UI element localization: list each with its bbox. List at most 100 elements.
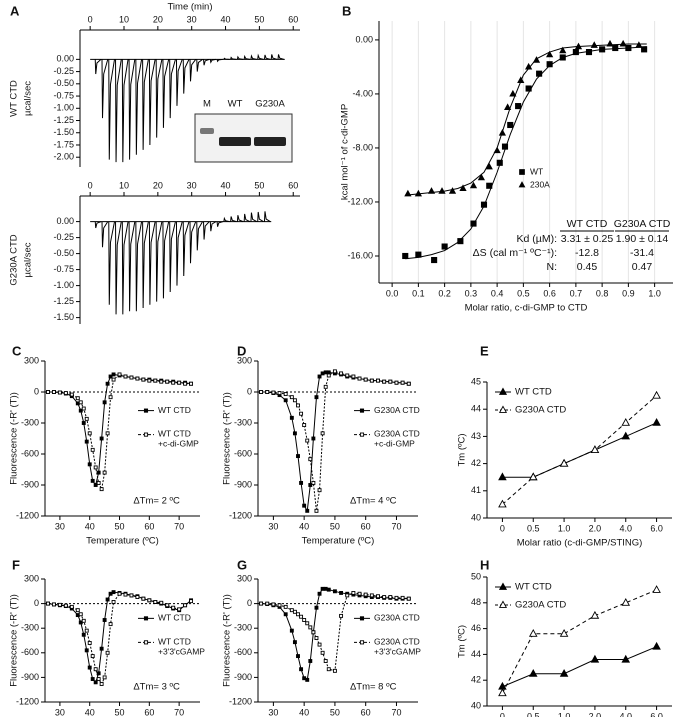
legend-marker bbox=[518, 181, 526, 188]
data-point bbox=[406, 381, 411, 386]
data-point bbox=[105, 381, 110, 386]
x-tick-label: 50 bbox=[254, 14, 264, 24]
y-tick-label: -0.75 bbox=[53, 90, 74, 100]
injection-peak bbox=[243, 54, 250, 60]
x-tick-label: 30 bbox=[187, 14, 197, 24]
legend-label: WT CTD bbox=[158, 613, 191, 623]
x-tick-label: 1.0 bbox=[648, 288, 661, 298]
y-tick-label: 0 bbox=[247, 598, 252, 608]
injection-peak bbox=[196, 221, 203, 251]
data-point bbox=[314, 636, 319, 640]
data-point bbox=[299, 614, 304, 619]
y-tick-label: -300 bbox=[21, 417, 39, 427]
y-tick-label: -1.00 bbox=[53, 280, 74, 290]
legend-label: 230A bbox=[530, 179, 550, 189]
injection-peak bbox=[203, 58, 210, 66]
y-tick-label: -1.50 bbox=[53, 312, 74, 322]
injection-peak bbox=[162, 221, 170, 299]
injection-peak bbox=[101, 221, 109, 248]
data-point bbox=[259, 390, 264, 394]
injection-peak bbox=[142, 59, 149, 150]
data-point bbox=[283, 612, 288, 617]
injection-peak bbox=[223, 57, 230, 60]
data-point bbox=[129, 375, 134, 380]
data-point bbox=[81, 618, 86, 623]
injection-peak bbox=[263, 211, 271, 223]
x-tick-label: 40 bbox=[85, 521, 95, 531]
x-tick-label: 60 bbox=[288, 180, 298, 190]
series-line bbox=[502, 646, 657, 688]
data-point bbox=[46, 601, 50, 606]
y-tick-label: 0.00 bbox=[56, 216, 74, 226]
data-point bbox=[302, 503, 307, 508]
data-point bbox=[546, 50, 554, 58]
data-point bbox=[102, 470, 107, 475]
data-point bbox=[305, 621, 310, 626]
table-row-label: Kd (µM): bbox=[517, 233, 557, 245]
data-point bbox=[382, 595, 387, 599]
data-point bbox=[96, 671, 101, 676]
injection-peak bbox=[108, 59, 116, 160]
fit-curve bbox=[405, 43, 647, 196]
y-axis-label: Fluorescence (-R' (T)) bbox=[9, 392, 20, 485]
injection-peak bbox=[148, 221, 156, 305]
y-tick-label: -1200 bbox=[229, 696, 252, 706]
data-point bbox=[652, 585, 661, 593]
data-point bbox=[105, 431, 110, 436]
y-tick-label: -4.00 bbox=[352, 88, 373, 98]
data-point bbox=[292, 431, 297, 436]
data-point bbox=[320, 586, 325, 591]
series-line bbox=[501, 589, 657, 694]
y-tick-label: 40 bbox=[471, 700, 481, 710]
data-point bbox=[283, 392, 288, 397]
data-point bbox=[448, 187, 457, 194]
data-point bbox=[619, 39, 627, 47]
data-point bbox=[590, 41, 598, 48]
x-tick-label: 30 bbox=[55, 521, 65, 531]
legend-marker bbox=[359, 432, 365, 437]
y-tick-label: 44 bbox=[471, 649, 481, 659]
injection-peak bbox=[203, 221, 210, 240]
x-tick-label: 60 bbox=[144, 707, 154, 717]
panel-letter: H bbox=[480, 557, 489, 572]
data-point bbox=[63, 391, 68, 395]
data-point bbox=[345, 373, 350, 378]
data-point bbox=[87, 665, 92, 670]
data-point bbox=[311, 436, 316, 441]
injection-peak bbox=[182, 221, 190, 277]
y-axis-label: WT CTD bbox=[9, 80, 20, 117]
series-line bbox=[261, 588, 409, 681]
data-point bbox=[183, 381, 188, 386]
data-point bbox=[57, 602, 62, 607]
x-tick-label: 0.2 bbox=[438, 288, 451, 298]
data-point bbox=[296, 403, 300, 408]
data-point bbox=[78, 400, 83, 405]
y-axis-label: kcal mol⁻¹ of c-di-GMP bbox=[340, 104, 351, 200]
injection-peak bbox=[135, 221, 143, 312]
data-point bbox=[177, 607, 182, 612]
y-tick-label: 300 bbox=[237, 573, 252, 583]
y-tick-label: 0.00 bbox=[355, 34, 373, 44]
injection-peak bbox=[175, 59, 183, 106]
data-point bbox=[652, 641, 661, 650]
data-point bbox=[498, 129, 506, 136]
injection-peak bbox=[209, 221, 217, 232]
data-point bbox=[320, 650, 325, 655]
gel-band bbox=[254, 137, 286, 146]
data-point bbox=[528, 668, 538, 677]
injection-peak bbox=[94, 221, 102, 229]
data-point bbox=[323, 659, 328, 663]
data-point bbox=[599, 46, 606, 53]
y-tick-label: 42 bbox=[471, 675, 481, 685]
data-point bbox=[332, 668, 337, 673]
injection-peak bbox=[155, 59, 163, 138]
data-point bbox=[289, 608, 294, 613]
y-tick-label: -0.50 bbox=[53, 78, 74, 88]
table-row-label: ΔS (cal m⁻¹ ºC⁻¹): bbox=[473, 247, 557, 259]
data-point bbox=[427, 187, 436, 194]
x-tick-label: 0.6 bbox=[543, 288, 556, 298]
gel-lane-label: M bbox=[203, 99, 211, 110]
x-tick-label: 0.0 bbox=[386, 288, 399, 298]
data-point bbox=[90, 677, 95, 681]
legend-marker bbox=[359, 640, 365, 645]
